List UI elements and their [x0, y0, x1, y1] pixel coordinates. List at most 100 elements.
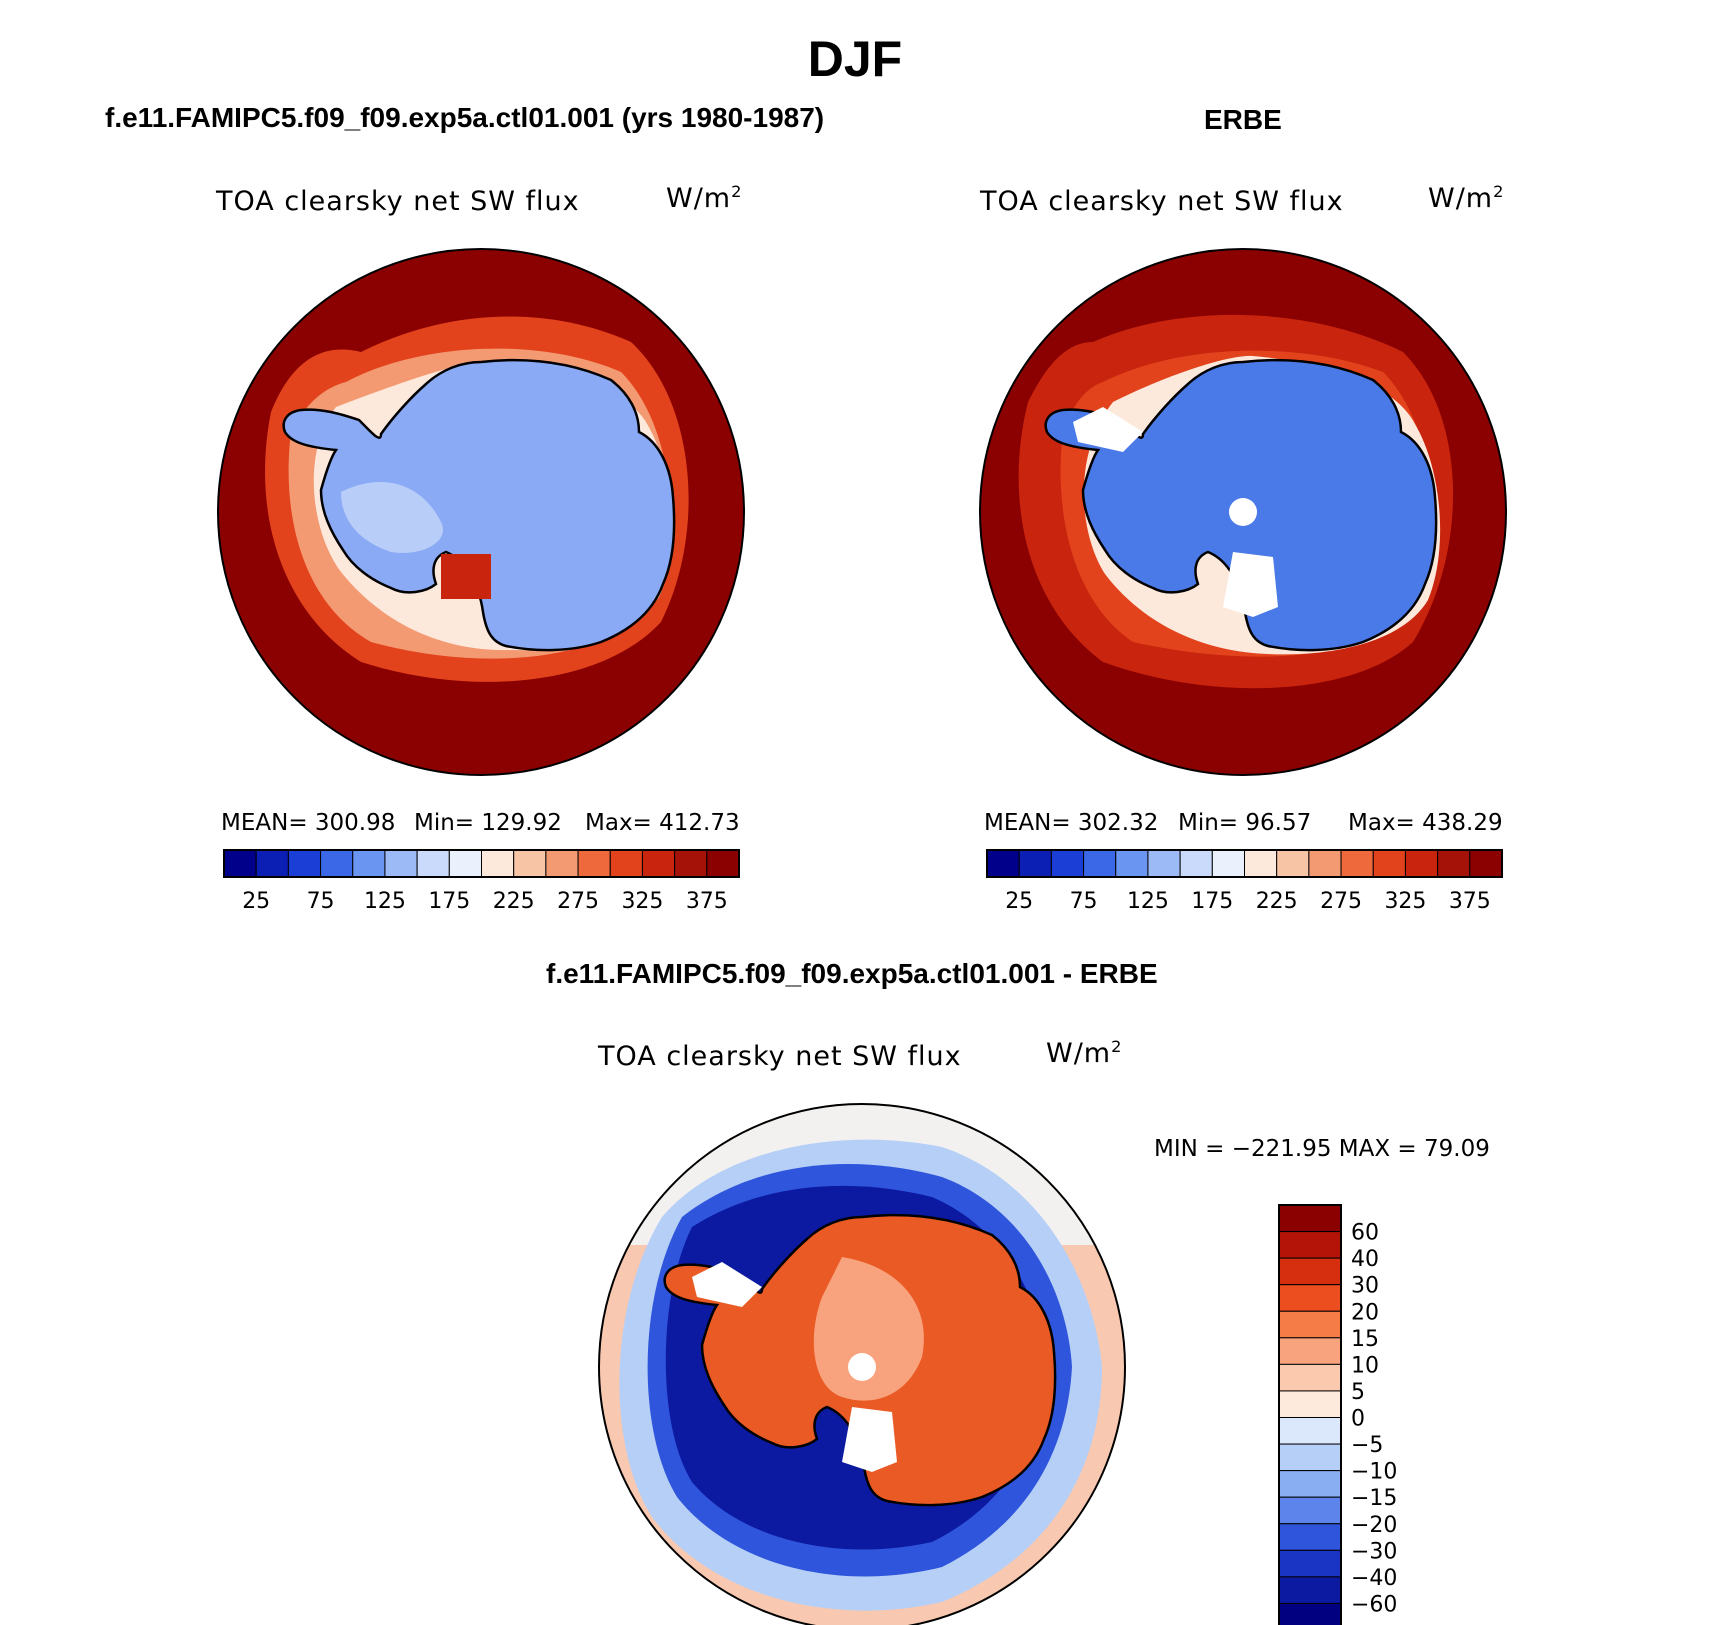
obs-colorbar-swatch	[1340, 849, 1374, 878]
model-colorbar-label: 275	[557, 889, 599, 914]
model-map-border	[217, 248, 745, 776]
diff-pole-hole	[848, 1353, 876, 1381]
diff-colorbar-label: 40	[1351, 1247, 1379, 1272]
obs-colorbar-label: 75	[1070, 889, 1098, 914]
model-colorbar-swatch	[320, 849, 354, 878]
diff-colorbar-swatch	[1278, 1231, 1342, 1259]
diff-colorbar-label: −40	[1351, 1566, 1397, 1591]
obs-colorbar-swatch	[1179, 849, 1213, 878]
diff-units-label: W/m2	[1046, 1037, 1123, 1069]
model-colorbar-label: 175	[428, 889, 470, 914]
diff-map	[598, 1103, 1126, 1625]
diff-colorbar-label: −60	[1351, 1592, 1397, 1617]
diff-colorbar-swatch	[1278, 1363, 1342, 1392]
model-colorbar-swatch	[609, 849, 643, 878]
model-colorbar-label: 25	[242, 889, 270, 914]
obs-colorbar-label: 25	[1005, 889, 1033, 914]
model-colorbar-swatch	[513, 849, 547, 878]
diff-variable-label: TOA clearsky net SW flux	[598, 1041, 962, 1072]
model-units-label: W/m2	[666, 182, 743, 214]
model-colorbar-swatch	[706, 849, 740, 878]
obs-colorbar: 25 75 125 175 225 275 325 375	[986, 849, 1503, 914]
diff-colorbar-swatch	[1278, 1257, 1342, 1286]
diff-colorbar-label: −15	[1351, 1486, 1397, 1511]
diff-colorbar-label: 15	[1351, 1327, 1379, 1352]
obs-colorbar-swatch	[1244, 849, 1278, 878]
obs-colorbar-swatch	[1115, 849, 1149, 878]
diff-colorbar-label: 5	[1351, 1380, 1365, 1405]
obs-colorbar-swatch	[1308, 849, 1342, 878]
diff-colorbar-swatch	[1278, 1496, 1342, 1525]
model-colorbar-swatch	[641, 849, 676, 878]
obs-missing-ross	[1223, 552, 1278, 617]
model-colorbar-swatch	[577, 849, 611, 878]
model-ice-patch	[341, 482, 443, 553]
model-colorbar-swatch	[416, 849, 450, 878]
model-colorbar-label: 325	[621, 889, 663, 914]
diff-colorbar-swatch	[1278, 1602, 1342, 1625]
diff-colorbar-label: −10	[1351, 1460, 1397, 1485]
model-min-stat: Min= 129.92	[414, 810, 562, 836]
obs-variable-label: TOA clearsky net SW flux	[980, 186, 1344, 217]
model-colorbar-swatch	[448, 849, 482, 878]
diff-colorbar-frame	[1278, 1204, 1342, 1625]
obs-colorbar-label: 325	[1384, 889, 1426, 914]
model-colorbar-swatch	[223, 849, 257, 878]
diff-panel-title: f.e11.FAMIPC5.f09_f09.exp5a.ctl01.001 - …	[546, 958, 1158, 989]
obs-colorbar-label: 175	[1191, 889, 1233, 914]
obs-colorbar-swatch	[1276, 849, 1310, 878]
obs-colorbar-swatch	[986, 849, 1020, 878]
diff-colorbar-swatch	[1278, 1443, 1342, 1472]
diff-minmax-stat: MIN = −221.95 MAX = 79.09	[1154, 1136, 1490, 1162]
diff-colorbar-swatch	[1278, 1576, 1342, 1604]
obs-colorbar-swatch	[1018, 849, 1052, 878]
obs-colorbar-swatch	[1211, 849, 1245, 878]
obs-colorbar-label: 225	[1256, 889, 1298, 914]
obs-map	[979, 248, 1507, 776]
diff-colorbar-swatch	[1278, 1284, 1342, 1312]
diff-colorbar-swatch	[1278, 1337, 1342, 1365]
model-colorbar-label: 125	[364, 889, 406, 914]
obs-pole-hole	[1229, 498, 1257, 526]
obs-colorbar-label: 375	[1449, 889, 1491, 914]
model-colorbar-swatch	[287, 849, 322, 878]
obs-mean-stat: MEAN= 302.32	[984, 810, 1159, 836]
diff-colorbar-swatch	[1278, 1417, 1342, 1445]
diff-colorbar-label: 20	[1351, 1300, 1379, 1325]
model-colorbar-label: 225	[493, 889, 535, 914]
diff-colorbar-label: 30	[1351, 1274, 1379, 1299]
obs-units-label: W/m2	[1428, 182, 1505, 214]
obs-colorbar-swatch	[1050, 849, 1085, 878]
model-colorbar-frame	[223, 849, 740, 878]
model-mean-stat: MEAN= 300.98	[221, 810, 396, 836]
model-colorbar-swatch	[384, 849, 418, 878]
obs-min-stat: Min= 96.57	[1178, 810, 1312, 836]
obs-colorbar-swatch	[1404, 849, 1439, 878]
diff-colorbar-label: −20	[1351, 1513, 1397, 1538]
obs-max-stat: Max= 438.29	[1348, 810, 1503, 836]
model-colorbar-swatch	[674, 849, 708, 878]
obs-colorbar-swatch	[1372, 849, 1406, 878]
model-max-stat: Max= 412.73	[585, 810, 740, 836]
diff-colorbar-swatch	[1278, 1549, 1342, 1578]
diff-colorbar-label: 10	[1351, 1353, 1379, 1378]
model-colorbar-swatch	[545, 849, 579, 878]
diff-colorbar-label: −30	[1351, 1539, 1397, 1564]
diff-colorbar-label: −5	[1351, 1433, 1383, 1458]
diff-colorbar-swatch	[1278, 1523, 1342, 1551]
obs-map-border	[979, 248, 1507, 776]
obs-colorbar-swatch	[1437, 849, 1471, 878]
diff-map-border	[598, 1103, 1126, 1625]
diff-colorbar-swatch	[1278, 1204, 1342, 1233]
diff-missing-ross	[842, 1407, 897, 1472]
diff-interior-patch	[813, 1257, 924, 1401]
obs-missing-peninsula	[1073, 407, 1143, 452]
model-colorbar-swatch	[352, 849, 386, 878]
model-colorbar-swatch	[481, 849, 515, 878]
model-map	[217, 248, 745, 776]
diff-colorbar-swatch	[1278, 1470, 1342, 1498]
figure-title: DJF	[807, 31, 903, 87]
diff-missing-peninsula	[692, 1262, 762, 1307]
